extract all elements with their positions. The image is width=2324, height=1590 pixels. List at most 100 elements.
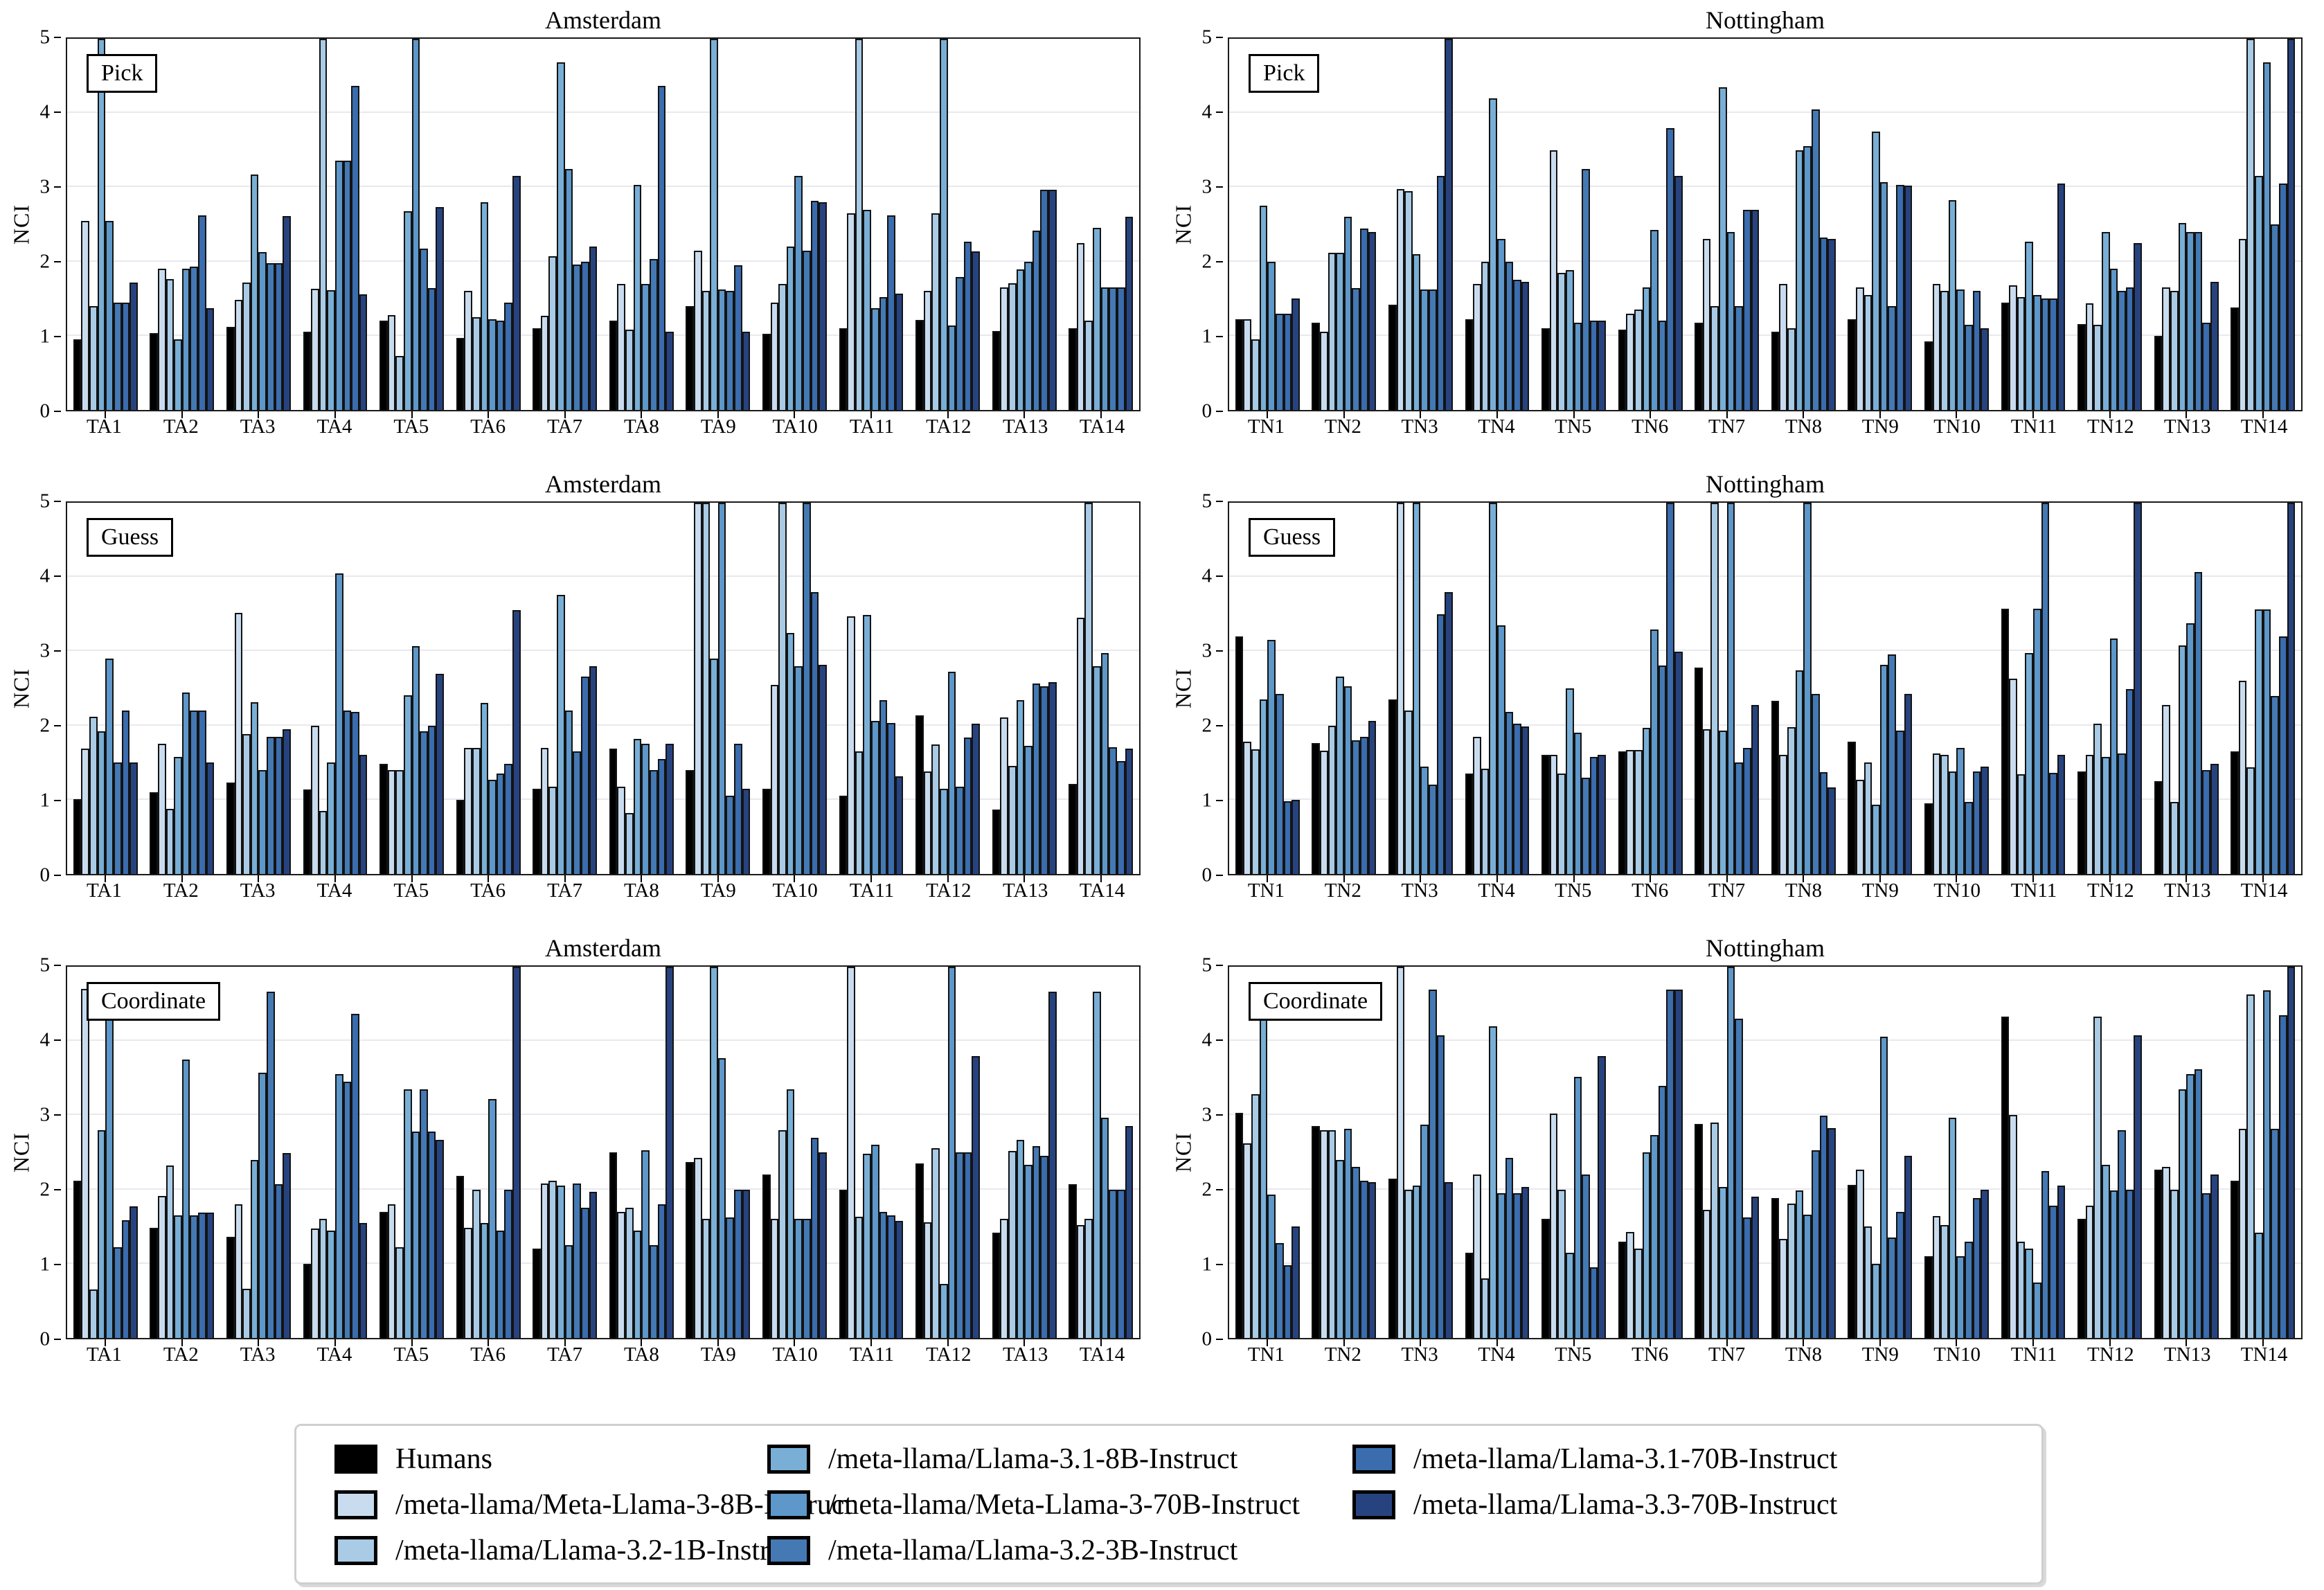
bar-TN13-s5 [2194, 231, 2203, 410]
bar-TA11-s0 [839, 328, 848, 410]
bar-TN12-s3 [2101, 756, 2110, 874]
x-tick-label: TA11 [849, 1343, 895, 1366]
bar-TN6-s5 [1658, 665, 1667, 874]
bar-TN14-s5 [2271, 695, 2279, 874]
x-tick-mark [334, 1339, 336, 1346]
bar-TA4-s6 [351, 1013, 359, 1338]
x-tick-label: TN6 [1632, 1343, 1669, 1366]
x-tick-label: TN1 [1247, 416, 1285, 438]
bar-TA3-s3 [250, 175, 259, 410]
bar-TA4-s4 [335, 1074, 343, 1338]
bar-TA14-s6 [1116, 761, 1125, 874]
bar-TN8-s5 [1811, 109, 1820, 410]
bar-TN4-s0 [1465, 319, 1474, 410]
bar-TA5-s2 [395, 769, 404, 874]
y-tick-label: 4 [1201, 1028, 1213, 1051]
bar-TA5-s5 [420, 1089, 428, 1338]
bar-TN11-s1 [2009, 679, 2017, 874]
bar-TA1-s5 [113, 302, 122, 410]
bar-TA2-s5 [190, 711, 199, 874]
bar-TA4-s2 [319, 810, 328, 874]
y-tick-mark [54, 1039, 61, 1041]
x-tick-mark [1879, 411, 1881, 418]
bar-TN11-s3 [2025, 241, 2033, 410]
bar-TN1-s3 [1259, 1013, 1268, 1338]
bar-TN10-s0 [1924, 341, 1933, 410]
bar-TA9-s3 [710, 967, 718, 1338]
bar-TN7-s2 [1710, 1123, 1719, 1338]
x-tick-mark [641, 875, 643, 882]
bar-TN1-s0 [1235, 636, 1244, 874]
bar-TN10-s6 [1972, 291, 1981, 410]
x-tick-mark [794, 1339, 796, 1346]
x-tick-mark [947, 1339, 949, 1346]
bar-TA7-s6 [580, 261, 589, 410]
bar-TA8-s2 [625, 813, 634, 874]
bar-TA14-s0 [1069, 1184, 1077, 1338]
bar-TN9-s7 [1904, 1156, 1913, 1338]
x-tick-label: TN11 [2010, 1343, 2057, 1366]
x-tick-mark [641, 411, 643, 418]
bar-TA4-s4 [335, 160, 343, 410]
bar-TA11-s2 [855, 39, 864, 410]
bar-TA14-s7 [1125, 1126, 1134, 1338]
gridline [67, 260, 1139, 262]
plot-area: Guess [1228, 501, 2303, 882]
bar-TA8-s5 [649, 259, 658, 410]
bar-TN6-s7 [1674, 176, 1683, 410]
bar-TA3-s6 [274, 262, 283, 410]
bar-TA7-s4 [564, 1245, 573, 1338]
x-tick-mark [1496, 875, 1498, 882]
bar-TN5-s3 [1565, 688, 1574, 874]
task-label: Coordinate [87, 982, 221, 1021]
y-tick-mark [54, 1189, 61, 1190]
bar-TN6-s4 [1650, 629, 1659, 874]
bar-TA8-s7 [665, 967, 674, 1338]
bar-TA1-s2 [89, 716, 98, 874]
bar-TN2-s1 [1320, 751, 1328, 874]
x-tick-label: TA3 [240, 416, 276, 438]
bar-TN14-s3 [2255, 1232, 2263, 1338]
gridline [1229, 186, 2301, 188]
gridline [1229, 724, 2301, 726]
bar-TN13-s1 [2162, 1167, 2170, 1338]
bar-TA11-s7 [895, 1220, 904, 1338]
x-tick-label: TN8 [1785, 416, 1823, 438]
bar-TN4-s7 [1521, 1187, 1530, 1338]
y-tick-label: 2 [39, 1178, 51, 1201]
bar-TA6-s6 [504, 302, 512, 410]
bar-TN3-s4 [1420, 1125, 1429, 1338]
x-tick-label: TA9 [700, 879, 736, 902]
gridline [1229, 650, 2301, 652]
bar-TA11-s6 [887, 215, 895, 410]
bar-TA9-s5 [726, 291, 735, 410]
legend-swatch-icon [1352, 1445, 1395, 1474]
bar-TA12-s4 [947, 672, 956, 874]
bar-TA3-s7 [283, 216, 291, 410]
bar-TA3-s7 [283, 729, 291, 874]
x-tick-label: TN1 [1247, 1343, 1285, 1366]
legend-swatch-icon [334, 1490, 377, 1519]
bar-TN14-s4 [2262, 990, 2271, 1338]
x-tick-label: TA13 [1003, 416, 1048, 438]
bar-TN8-s5 [1811, 1150, 1820, 1338]
bar-TA12-s6 [963, 737, 972, 874]
x-tick-mark [1343, 875, 1345, 882]
x-tick-mark [717, 1339, 719, 1346]
bar-TN11-s1 [2009, 1115, 2017, 1338]
x-tick-label: TA10 [772, 879, 818, 902]
bar-TA5-s5 [420, 731, 428, 874]
x-tick-label: TN2 [1324, 1343, 1361, 1366]
bar-TA5-s3 [403, 1089, 412, 1338]
bar-TN10-s1 [1932, 1216, 1941, 1338]
bar-TN7-s3 [1719, 87, 1727, 410]
x-tick-label: TN14 [2240, 1343, 2288, 1366]
task-label: Pick [87, 54, 158, 93]
bar-TN8-s7 [1827, 1127, 1836, 1338]
x-tick-label: TN9 [1861, 416, 1899, 438]
bar-TA5-s6 [427, 1131, 436, 1338]
bar-TA4-s0 [303, 332, 312, 410]
bar-TN11-s0 [2001, 1016, 2010, 1338]
bar-TN12-s1 [2085, 1206, 2094, 1338]
y-tick-mark [54, 411, 61, 412]
